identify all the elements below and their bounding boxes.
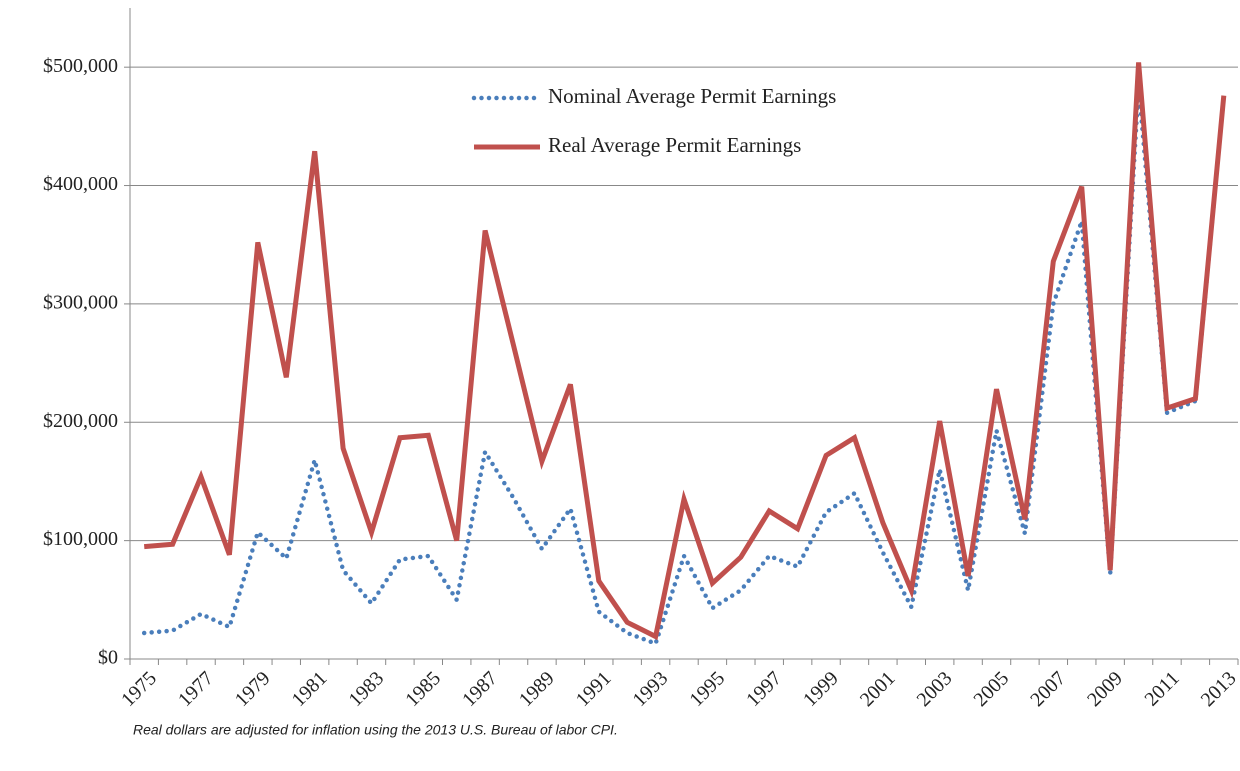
x-tick-label: 2005 <box>969 667 1013 711</box>
x-tick-label: 2011 <box>1140 667 1183 710</box>
x-tick-label: 1991 <box>572 667 616 711</box>
x-tick-label: 1997 <box>742 667 786 711</box>
x-tick-label: 2003 <box>913 667 957 711</box>
footnote: Real dollars are adjusted for inflation … <box>133 722 618 738</box>
x-tick-label: 2009 <box>1083 667 1127 711</box>
y-tick-label: $300,000 <box>43 292 118 314</box>
x-tick-label: 1999 <box>799 667 843 711</box>
y-tick-label: $200,000 <box>43 410 118 432</box>
x-tick-label: 1993 <box>629 667 673 711</box>
x-tick-label: 1983 <box>344 667 388 711</box>
x-tick-label: 1975 <box>117 667 161 711</box>
x-tick-label: 1989 <box>515 667 559 711</box>
x-tick-label: 1985 <box>401 667 445 711</box>
x-tick-label: 2007 <box>1026 667 1070 711</box>
x-tick-label: 1981 <box>288 667 332 711</box>
legend-label: Real Average Permit Earnings <box>548 133 801 157</box>
x-tick-label: 2013 <box>1197 667 1240 711</box>
legend-label: Nominal Average Permit Earnings <box>548 84 836 108</box>
x-tick-label: 1977 <box>174 667 218 711</box>
x-tick-label: 1987 <box>458 667 502 711</box>
y-tick-label: $400,000 <box>43 173 118 195</box>
y-tick-label: $500,000 <box>43 55 118 77</box>
series-line <box>141 84 1227 647</box>
x-tick-label: 2001 <box>856 667 900 711</box>
x-tick-label: 1995 <box>685 667 729 711</box>
x-tick-label: 1979 <box>231 667 275 711</box>
y-tick-label: $0 <box>98 647 118 669</box>
y-tick-label: $100,000 <box>43 528 118 550</box>
series-line <box>143 62 1227 641</box>
